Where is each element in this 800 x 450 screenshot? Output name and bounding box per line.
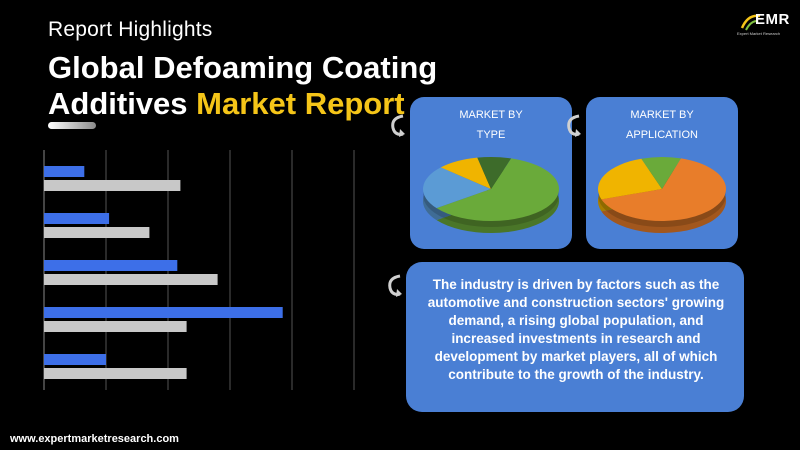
card-type-title-line1: MARKET BY	[459, 109, 523, 121]
description-text: The industry is driven by factors such a…	[427, 277, 725, 382]
bar-series2	[44, 227, 150, 238]
page-title: Global Defoaming Coating Additives Marke…	[48, 50, 437, 122]
arrow-type-icon	[391, 114, 405, 137]
title-line2-highlight: Market Report	[196, 86, 405, 121]
subtitle: Report Highlights	[48, 18, 213, 41]
footer-url: www.expertmarketresearch.com	[10, 433, 179, 445]
bar-series1	[44, 213, 110, 224]
logo-icon	[740, 14, 761, 31]
bar-series2	[44, 274, 218, 285]
arrow-description-icon	[388, 274, 402, 297]
bar-series1	[44, 260, 178, 271]
logo-tagline: Expert Market Research	[737, 31, 781, 36]
card-application-title-line2: APPLICATION	[626, 129, 698, 141]
pie-chart-type	[423, 157, 559, 233]
arrow-application-icon	[567, 114, 581, 137]
title-underline	[48, 122, 96, 129]
pie-slice	[598, 158, 662, 200]
card-type-title-line2: TYPE	[476, 129, 506, 141]
description-card: The industry is driven by factors such a…	[406, 262, 744, 412]
bar-series2	[44, 321, 187, 332]
title-line1: Global Defoaming Coating	[48, 50, 438, 85]
pie-slice	[477, 157, 512, 189]
bar-series1	[44, 354, 106, 365]
pie-slice	[423, 167, 491, 209]
logo-text: EMR	[755, 11, 790, 28]
bar-series2	[44, 180, 181, 191]
card-application-title-line1: MARKET BY	[630, 109, 694, 121]
pie-slice	[436, 158, 559, 221]
pie-slice	[641, 157, 681, 189]
card-market-by-type: MARKET BY TYPE	[410, 97, 572, 249]
pie-chart-application	[598, 157, 726, 233]
bar-chart	[43, 150, 355, 390]
bar-series1	[44, 307, 283, 318]
bar-series1	[44, 166, 85, 177]
title-line2-plain: Additives	[48, 86, 197, 121]
pie-slice	[440, 157, 491, 189]
card-market-by-application: MARKET BY APPLICATION	[586, 97, 738, 249]
bar-series2	[44, 368, 187, 379]
pie-slice	[601, 158, 726, 221]
